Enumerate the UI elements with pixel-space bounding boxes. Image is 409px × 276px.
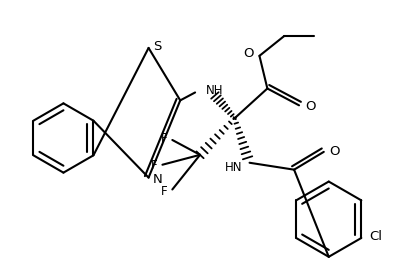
Text: O: O: [304, 100, 315, 113]
Text: O: O: [243, 47, 253, 60]
Text: F: F: [160, 185, 167, 198]
Text: HN: HN: [225, 161, 242, 174]
Text: N: N: [152, 173, 162, 186]
Text: F: F: [151, 159, 157, 172]
Text: O: O: [329, 145, 339, 158]
Text: S: S: [153, 40, 162, 54]
Text: Cl: Cl: [369, 230, 381, 243]
Text: F: F: [160, 131, 167, 145]
Text: NH: NH: [205, 84, 223, 97]
